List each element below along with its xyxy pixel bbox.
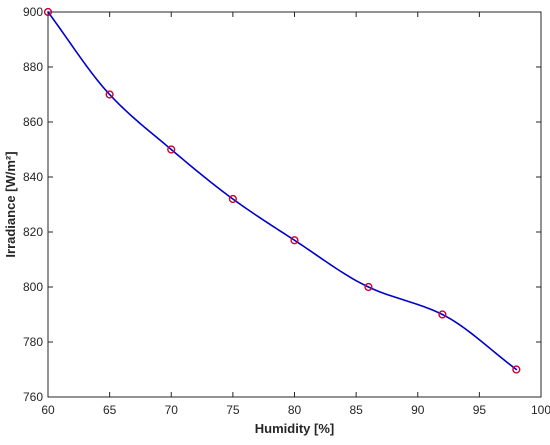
y-tick-label: 860 (23, 115, 43, 129)
y-tick-label: 800 (23, 280, 43, 294)
y-axis-label: Irradiance [W/m²] (3, 151, 18, 257)
x-tick-label: 85 (349, 403, 363, 417)
x-tick-label: 60 (41, 403, 55, 417)
ticks-layer: 60 65 70 75 80 85 90 95 100 760 780 800 820 840 860 880… (23, 5, 550, 417)
x-axis-label: Humidity [%] (255, 421, 334, 436)
x-tick-label: 90 (411, 403, 425, 417)
plot-frame (47, 11, 542, 398)
y-tick-label: 820 (23, 225, 43, 239)
y-tick-label: 840 (23, 170, 43, 184)
data-point (290, 236, 299, 245)
axes-layer (47, 11, 542, 398)
data-point (438, 310, 447, 319)
y-tick-label: 900 (23, 5, 43, 19)
x-tick-label: 70 (165, 403, 179, 417)
data-point (167, 145, 176, 154)
data-point (43, 7, 53, 17)
series-line (47, 11, 518, 371)
x-tick-label: 100 (531, 403, 550, 417)
markers-layer (43, 7, 521, 374)
x-tick-label: 80 (288, 403, 302, 417)
data-point (105, 90, 114, 99)
x-tick-label: 65 (103, 403, 117, 417)
y-tick-label: 780 (23, 335, 43, 349)
y-tick-label: 880 (23, 60, 43, 74)
series-layer (47, 11, 518, 371)
data-point (364, 282, 373, 292)
data-point (228, 194, 237, 204)
data-point (512, 365, 521, 374)
y-tick-label: 760 (23, 390, 43, 404)
x-tick-label: 95 (473, 403, 487, 417)
x-tick-label: 75 (226, 403, 240, 417)
